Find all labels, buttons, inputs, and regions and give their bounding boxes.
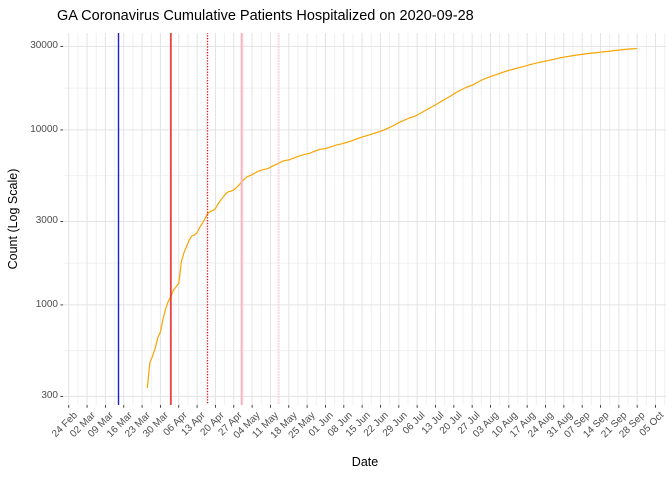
- y-tick-label: 30000: [30, 40, 58, 52]
- plot-panel: [60, 32, 670, 414]
- y-tick-label: 3000: [35, 215, 58, 227]
- x-axis-title: Date: [351, 455, 379, 469]
- chart-title: GA Coronavirus Cumulative Patients Hospi…: [57, 8, 474, 24]
- series-line: [146, 47, 638, 389]
- y-tick-label: 1000: [35, 298, 58, 310]
- y-tick-label: 300: [41, 390, 58, 402]
- y-axis-title: Count (Log Scale): [6, 168, 20, 270]
- y-tick-label: 10000: [30, 123, 58, 135]
- plot-svg: [60, 32, 666, 408]
